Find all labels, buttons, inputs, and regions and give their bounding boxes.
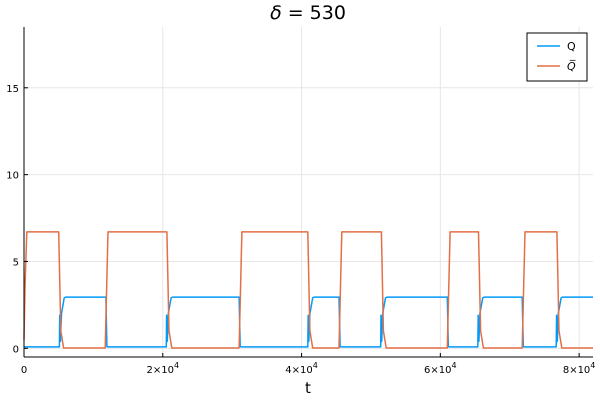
y-tick-label: 15 <box>6 84 19 95</box>
title-value: 530 <box>310 2 346 24</box>
axes <box>23 27 593 358</box>
grid <box>23 27 593 357</box>
x-tick-label: 0 <box>21 365 27 376</box>
x-tick-label: 4×104 <box>285 361 318 376</box>
series-line-0 <box>24 296 593 348</box>
x-tick-label: 8×104 <box>563 361 596 376</box>
x-tick-label: 2×104 <box>146 361 179 376</box>
y-tick-label: 5 <box>13 257 19 268</box>
series-lines <box>23 231 593 349</box>
x-tick-label: 6×104 <box>424 361 457 376</box>
series-line-1 <box>23 231 593 349</box>
y-tick-label: 0 <box>13 344 19 355</box>
legend-label-q-bar: Q̅ <box>567 60 576 73</box>
y-tick-label: 10 <box>6 171 19 182</box>
legend-box <box>526 32 588 82</box>
title-prefix: δ = <box>270 2 304 24</box>
tick-labels: 0 2×104 4×104 6×104 8×104 0 5 10 15 <box>6 84 595 376</box>
chart-title: δ = 530 <box>270 2 346 24</box>
legend: Q Q̅ <box>526 32 588 82</box>
legend-label-q: Q <box>567 40 576 53</box>
x-axis-label: t <box>305 379 311 397</box>
